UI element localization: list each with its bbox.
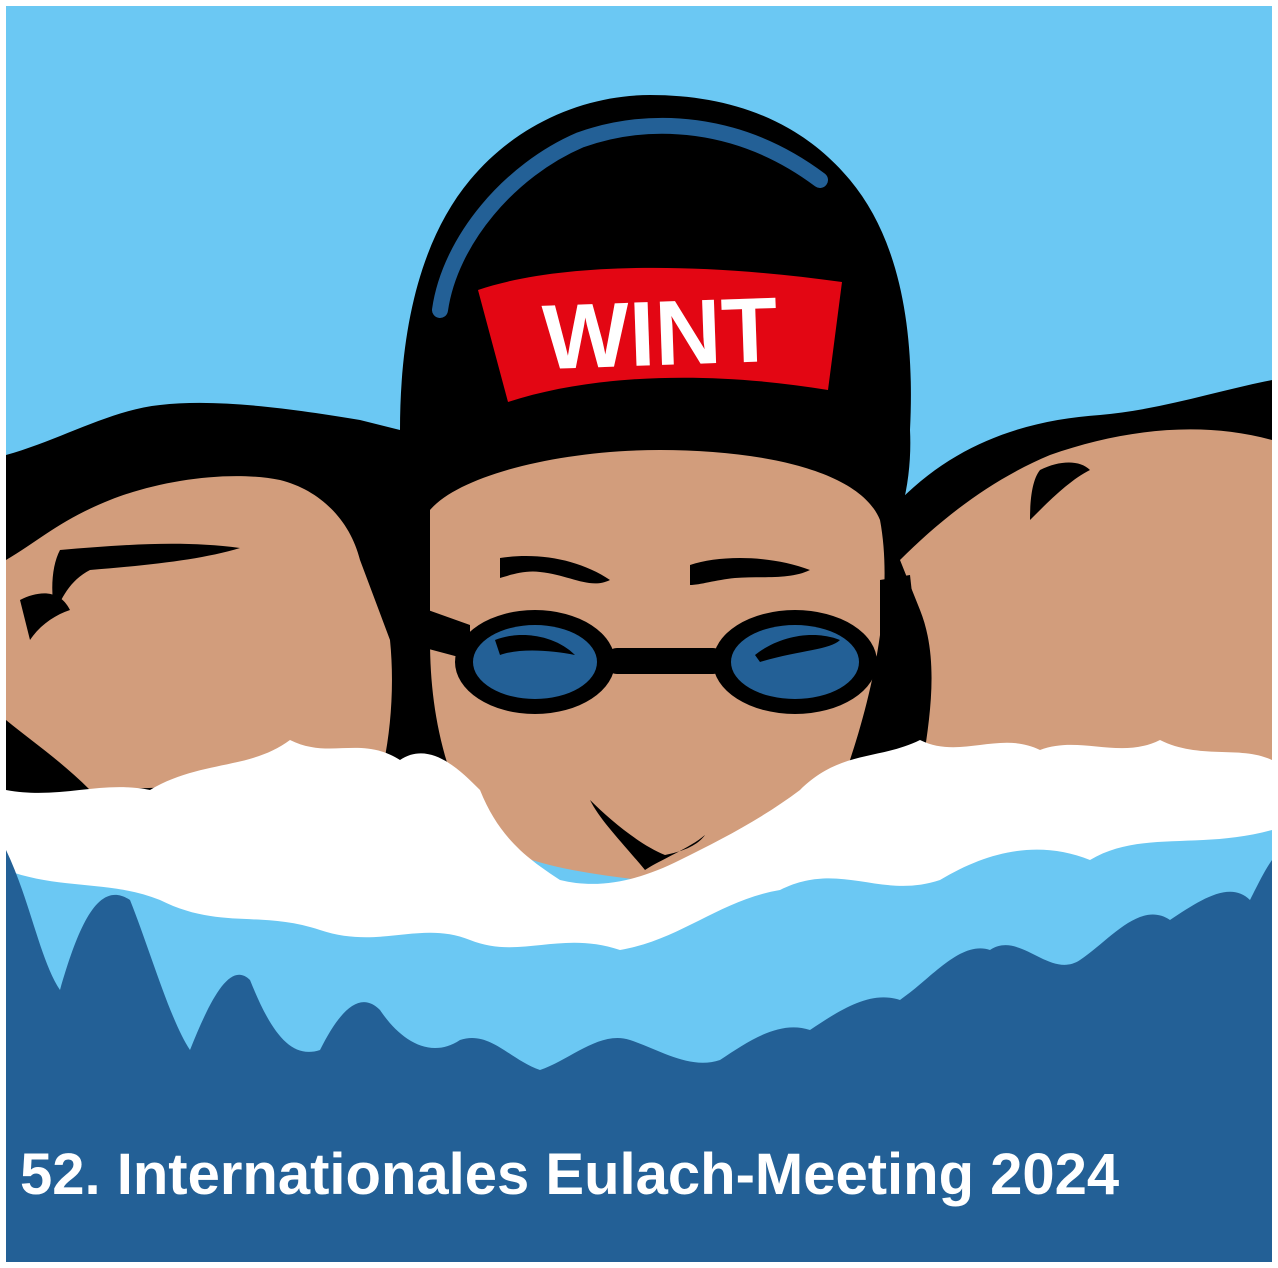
goggle-strap-right [880,575,915,640]
left-arm-crease [52,543,241,615]
cap-badge-text: WINT [541,279,779,389]
deep-water [6,850,1272,1262]
left-arm-crease-2 [20,593,70,640]
right-eyebrow [690,558,810,585]
goggle-bridge [605,648,725,674]
left-arm [6,476,392,790]
left-eyebrow [500,556,610,584]
goggle-strap [395,600,470,660]
right-lens-eye [755,635,840,662]
mouth [590,800,705,870]
cap-stripe [432,117,828,318]
right-arm [900,429,1272,780]
cap-badge [478,267,842,402]
event-caption: 52. Internationales Eulach-Meeting 2024 [20,1142,1120,1207]
left-lens-eye [495,635,575,655]
right-goggle-lens [731,625,859,699]
right-arm-crease [1030,462,1090,520]
